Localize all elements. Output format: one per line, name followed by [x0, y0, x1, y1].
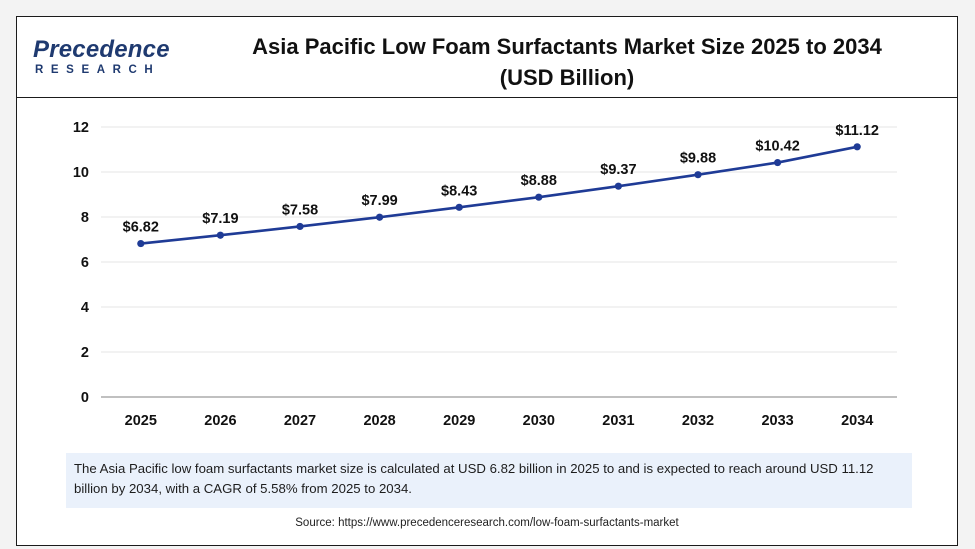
x-tick-label: 2032	[682, 413, 714, 429]
data-label: $8.43	[441, 183, 477, 199]
data-point	[853, 143, 861, 151]
chart-title-line-1: Asia Pacific Low Foam Surfactants Market…	[252, 34, 882, 59]
data-label: $7.58	[282, 202, 318, 218]
data-label: $9.88	[680, 151, 716, 167]
data-label: $7.99	[361, 193, 397, 209]
data-label: $10.42	[755, 139, 799, 155]
data-point	[694, 171, 702, 179]
data-point	[376, 213, 384, 221]
x-tick-label: 2029	[443, 413, 475, 429]
y-tick-label: 8	[81, 210, 89, 226]
y-tick-label: 12	[73, 120, 89, 136]
x-tick-label: 2031	[602, 413, 634, 429]
data-point	[455, 203, 463, 211]
chart-card: Precedence RESEARCH Asia Pacific Low Foa…	[16, 16, 958, 546]
data-label: $6.82	[123, 220, 159, 236]
data-point	[296, 222, 304, 231]
data-label: $8.88	[521, 173, 557, 189]
logo-wordmark: Precedence	[33, 36, 170, 63]
series-line	[140, 145, 858, 245]
y-tick-label: 4	[81, 300, 89, 316]
logo-subtitle: RESEARCH	[35, 64, 161, 76]
line-chart: 0 2 4 6 8 10 12 2025 2026 2027 2028 2029 2030 2031 203…	[73, 120, 897, 429]
summary-note: The Asia Pacific low foam surfactants ma…	[66, 453, 912, 508]
chart-header: Precedence RESEARCH Asia Pacific Low Foa…	[17, 17, 957, 98]
data-point	[216, 231, 224, 239]
x-tick-label: 2028	[363, 413, 395, 429]
data-label: $7.19	[202, 211, 238, 227]
y-tick-label: 10	[73, 165, 89, 181]
data-point	[535, 193, 543, 201]
source-text: Source: https://www.precedenceresearch.c…	[295, 517, 679, 529]
x-tick-label: 2025	[125, 413, 157, 429]
chart-title-line-2: (USD Billion)	[499, 65, 635, 90]
x-tick-label: 2026	[204, 413, 236, 429]
y-tick-label: 6	[81, 255, 89, 271]
x-tick-label: 2030	[523, 413, 555, 429]
x-tick-label: 2027	[284, 413, 316, 429]
x-tick-label: 2033	[761, 413, 793, 429]
data-label: $11.12	[835, 123, 879, 139]
data-point	[614, 182, 623, 190]
data-point	[774, 158, 782, 167]
y-tick-label: 0	[81, 390, 89, 406]
data-point	[137, 239, 145, 248]
chart-title: Asia Pacific Low Foam Surfactants Market…	[187, 31, 947, 93]
data-label: $9.37	[600, 162, 636, 178]
y-tick-label: 2	[81, 345, 89, 361]
brand-logo: Precedence RESEARCH	[33, 37, 173, 81]
x-tick-label: 2034	[841, 413, 873, 429]
